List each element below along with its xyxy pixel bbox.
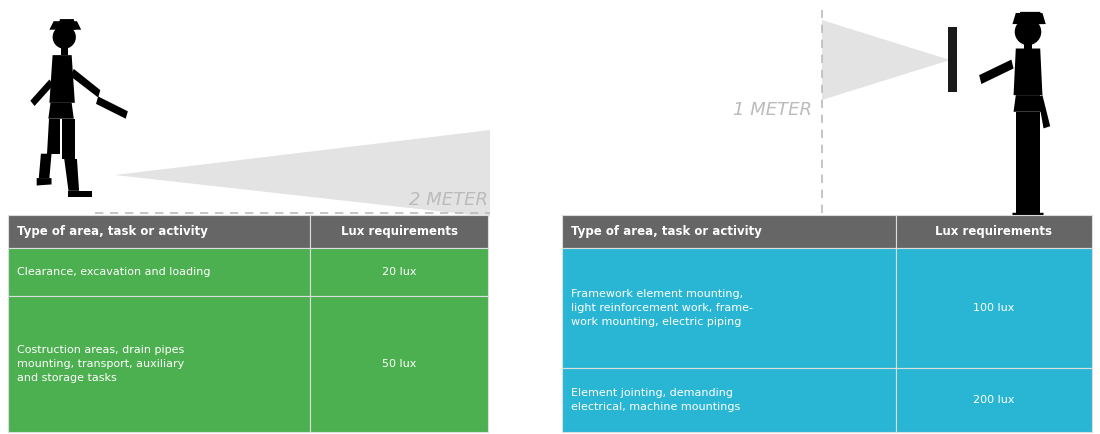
Polygon shape — [50, 21, 81, 30]
Polygon shape — [1028, 165, 1041, 215]
Polygon shape — [1013, 49, 1043, 95]
Bar — [948, 27, 957, 92]
Text: Lux requirements: Lux requirements — [935, 225, 1053, 238]
Text: Clearance, excavation and loading: Clearance, excavation and loading — [16, 267, 210, 277]
Text: 1 METER: 1 METER — [733, 101, 812, 119]
Text: Framework element mounting,
light reinforcement work, frame-
work mounting, elec: Framework element mounting, light reinfo… — [571, 289, 754, 327]
Polygon shape — [50, 55, 75, 103]
Polygon shape — [62, 48, 68, 55]
Polygon shape — [979, 59, 1013, 84]
Polygon shape — [53, 26, 76, 49]
Polygon shape — [39, 154, 52, 178]
Text: Type of area, task or activity: Type of area, task or activity — [16, 225, 208, 238]
Bar — [310, 248, 488, 296]
Polygon shape — [1015, 165, 1028, 215]
Polygon shape — [47, 119, 60, 154]
Polygon shape — [1015, 112, 1028, 165]
Text: 20 lux: 20 lux — [382, 267, 417, 277]
Bar — [895, 368, 1092, 432]
Bar — [562, 248, 895, 368]
Polygon shape — [116, 130, 490, 217]
Polygon shape — [1024, 42, 1033, 49]
Polygon shape — [1013, 95, 1043, 112]
Polygon shape — [70, 69, 100, 98]
Polygon shape — [96, 96, 128, 119]
Polygon shape — [68, 191, 91, 197]
Polygon shape — [48, 103, 74, 119]
Bar — [8, 248, 310, 296]
Text: Element jointing, demanding
electrical, machine mountings: Element jointing, demanding electrical, … — [571, 388, 740, 412]
Bar — [895, 248, 1092, 368]
Bar — [8, 296, 310, 432]
Text: 200 lux: 200 lux — [974, 395, 1014, 405]
Bar — [310, 296, 488, 432]
Polygon shape — [1038, 95, 1050, 128]
Text: 50 lux: 50 lux — [382, 359, 417, 369]
Polygon shape — [31, 79, 54, 106]
Polygon shape — [62, 119, 75, 159]
Text: 2 METER: 2 METER — [409, 191, 488, 209]
Polygon shape — [1026, 213, 1044, 220]
Bar — [895, 215, 1092, 248]
Polygon shape — [1015, 19, 1042, 45]
Bar — [310, 215, 488, 248]
Polygon shape — [1028, 112, 1041, 165]
Polygon shape — [1012, 213, 1033, 220]
Text: Type of area, task or activity: Type of area, task or activity — [571, 225, 762, 238]
Text: 100 lux: 100 lux — [974, 303, 1014, 313]
Polygon shape — [1012, 13, 1046, 24]
Text: Costruction areas, drain pipes
mounting, transport, auxiliary
and storage tasks: Costruction areas, drain pipes mounting,… — [16, 345, 185, 383]
Text: Lux requirements: Lux requirements — [341, 225, 458, 238]
Bar — [562, 215, 895, 248]
Polygon shape — [1016, 12, 1044, 24]
Polygon shape — [64, 159, 79, 191]
Bar — [8, 215, 310, 248]
Polygon shape — [57, 19, 76, 30]
Polygon shape — [36, 178, 52, 185]
Polygon shape — [822, 20, 950, 100]
Bar — [562, 368, 895, 432]
